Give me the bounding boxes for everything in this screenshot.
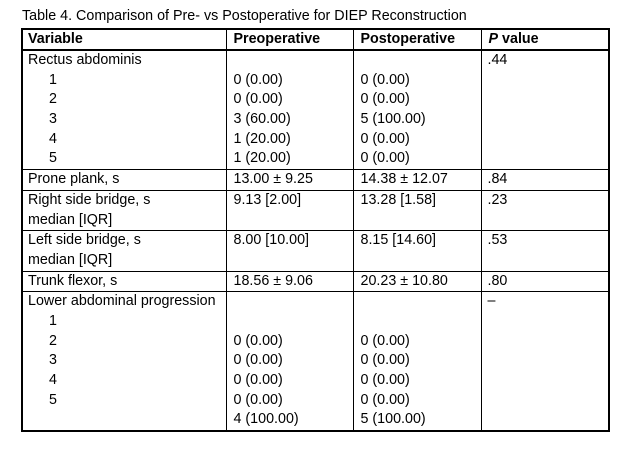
value-line: 3 (60.00) xyxy=(233,111,291,128)
value-line: 0 (0.00) xyxy=(360,130,410,147)
row-lower-abdominal-progression: Lower abdominal progression 1 2 3 4 5 0 … xyxy=(21,291,610,432)
p-value: .44 xyxy=(487,52,508,68)
group-item-label: 4 xyxy=(49,130,57,147)
cell-p-value: – xyxy=(480,291,610,432)
value-line: 14.38 ± 12.07 xyxy=(360,171,448,188)
value-line xyxy=(227,51,352,71)
value-line: 13.28 [1.58] xyxy=(360,191,437,208)
cell-postoperative: 8.15 [14.60] xyxy=(352,230,482,272)
cell-postoperative: 0 (0.00) 0 (0.00) 0 (0.00) 0 (0.00) 5 (1… xyxy=(352,291,482,432)
value-line: 0 (0.00) xyxy=(233,372,283,388)
group-item-label: 2 xyxy=(49,91,57,108)
p-value-letter: P xyxy=(488,31,499,47)
cell-variable: Prone plank, s xyxy=(21,169,227,191)
cell-preoperative: 8.00 [10.00] xyxy=(225,230,354,272)
p-value: .80 xyxy=(487,272,508,289)
row-label-line2: median [IQR] xyxy=(28,211,113,228)
cell-variable: Rectus abdominis 1 2 3 4 5 xyxy=(21,49,227,171)
value-line: 0 (0.00) xyxy=(360,150,410,167)
p-value: .23 xyxy=(487,191,508,208)
group-item-label: 5 xyxy=(49,391,57,408)
p-value: .53 xyxy=(487,232,508,249)
value-line: 0 (0.00) xyxy=(360,372,410,388)
table-title: Table 4. Comparison of Pre- vs Postopera… xyxy=(22,8,467,24)
value-line: 5 (100.00) xyxy=(360,411,426,428)
value-line: 0 (0.00) xyxy=(360,71,410,88)
value-line: 0 (0.00) xyxy=(360,352,410,369)
cell-p-value: .53 xyxy=(480,230,610,272)
header-variable: Variable xyxy=(21,28,227,51)
row-left-side-bridge: Left side bridge, s median [IQR] 8.00 [1… xyxy=(21,230,610,272)
row-rectus-abdominis: Rectus abdominis 1 2 3 4 5 0 (0.00) 0 (0… xyxy=(21,49,610,171)
group-item-label: 4 xyxy=(49,372,57,388)
group-item-label: 1 xyxy=(49,312,57,329)
row-label: Right side bridge, s xyxy=(28,191,151,208)
group-item-label: 3 xyxy=(49,352,57,369)
row-right-side-bridge: Right side bridge, s median [IQR] 9.13 [… xyxy=(21,189,610,232)
group-item-label xyxy=(23,410,225,430)
value-line: 9.13 [2.00] xyxy=(233,191,302,208)
cell-preoperative: 0 (0.00) 0 (0.00) 0 (0.00) 0 (0.00) 4 (1… xyxy=(225,291,354,432)
group-item-label: 5 xyxy=(49,150,57,167)
cell-p-value: .80 xyxy=(480,270,610,293)
value-line xyxy=(354,312,480,332)
value-line xyxy=(227,293,352,312)
value-line: 4 (100.00) xyxy=(233,411,299,428)
cell-p-value: .44 xyxy=(480,49,610,171)
value-line: 0 (0.00) xyxy=(360,91,410,108)
p-value-word: value xyxy=(502,31,539,47)
value-line: 5 (100.00) xyxy=(360,111,426,128)
row-label: Prone plank, s xyxy=(28,171,120,188)
value-line: 0 (0.00) xyxy=(233,91,283,108)
cell-p-value: .23 xyxy=(480,189,610,232)
row-label: Trunk flexor, s xyxy=(28,272,118,289)
group-heading: Rectus abdominis xyxy=(28,52,142,68)
value-line: 13.00 ± 9.25 xyxy=(233,171,313,188)
value-line: 20.23 ± 10.80 xyxy=(360,272,448,289)
cell-p-value: .84 xyxy=(480,169,610,191)
value-line: 0 (0.00) xyxy=(360,391,410,408)
cell-preoperative: 13.00 ± 9.25 xyxy=(225,169,354,191)
value-line: 18.56 ± 9.06 xyxy=(233,272,313,289)
value-line: 8.15 [14.60] xyxy=(360,232,437,249)
group-item-label: 3 xyxy=(49,111,57,128)
value-line xyxy=(354,293,480,312)
cell-preoperative: 0 (0.00) 0 (0.00) 3 (60.00) 1 (20.00) 1 … xyxy=(225,49,354,171)
cell-postoperative: 14.38 ± 12.07 xyxy=(352,169,482,191)
value-line: 0 (0.00) xyxy=(233,391,283,408)
p-value: .84 xyxy=(487,171,508,188)
cell-variable: Lower abdominal progression 1 2 3 4 5 xyxy=(21,291,227,432)
p-value: – xyxy=(487,293,496,310)
value-line: 1 (20.00) xyxy=(233,150,291,167)
cell-variable: Right side bridge, s median [IQR] xyxy=(21,189,227,232)
row-label-line2: median [IQR] xyxy=(28,251,113,268)
group-item-label: 1 xyxy=(49,71,57,88)
value-line: 8.00 [10.00] xyxy=(233,232,310,249)
cell-variable: Left side bridge, s median [IQR] xyxy=(21,230,227,272)
header-postoperative: Postoperative xyxy=(352,28,482,51)
cell-preoperative: 9.13 [2.00] xyxy=(225,189,354,232)
value-line: 0 (0.00) xyxy=(233,71,283,88)
cell-postoperative: 20.23 ± 10.80 xyxy=(352,270,482,293)
value-line xyxy=(227,312,352,332)
cell-variable: Trunk flexor, s xyxy=(21,270,227,293)
group-item-label: 2 xyxy=(49,332,57,349)
row-prone-plank: Prone plank, s 13.00 ± 9.25 14.38 ± 12.0… xyxy=(21,169,610,191)
row-label: Left side bridge, s xyxy=(28,232,141,249)
value-line: 0 (0.00) xyxy=(360,332,410,349)
value-line: 0 (0.00) xyxy=(233,352,283,369)
header-preoperative: Preoperative xyxy=(225,28,354,51)
cell-postoperative: 13.28 [1.58] xyxy=(352,189,482,232)
row-trunk-flexor: Trunk flexor, s 18.56 ± 9.06 20.23 ± 10.… xyxy=(21,270,610,293)
value-line xyxy=(354,51,480,71)
cell-preoperative: 18.56 ± 9.06 xyxy=(225,270,354,293)
paper-page: Table 4. Comparison of Pre- vs Postopera… xyxy=(0,7,633,461)
cell-postoperative: 0 (0.00) 0 (0.00) 5 (100.00) 0 (0.00) 0 … xyxy=(352,49,482,171)
value-line: 1 (20.00) xyxy=(233,130,291,147)
group-heading: Lower abdominal progression xyxy=(28,293,216,310)
value-line: 0 (0.00) xyxy=(233,332,283,349)
